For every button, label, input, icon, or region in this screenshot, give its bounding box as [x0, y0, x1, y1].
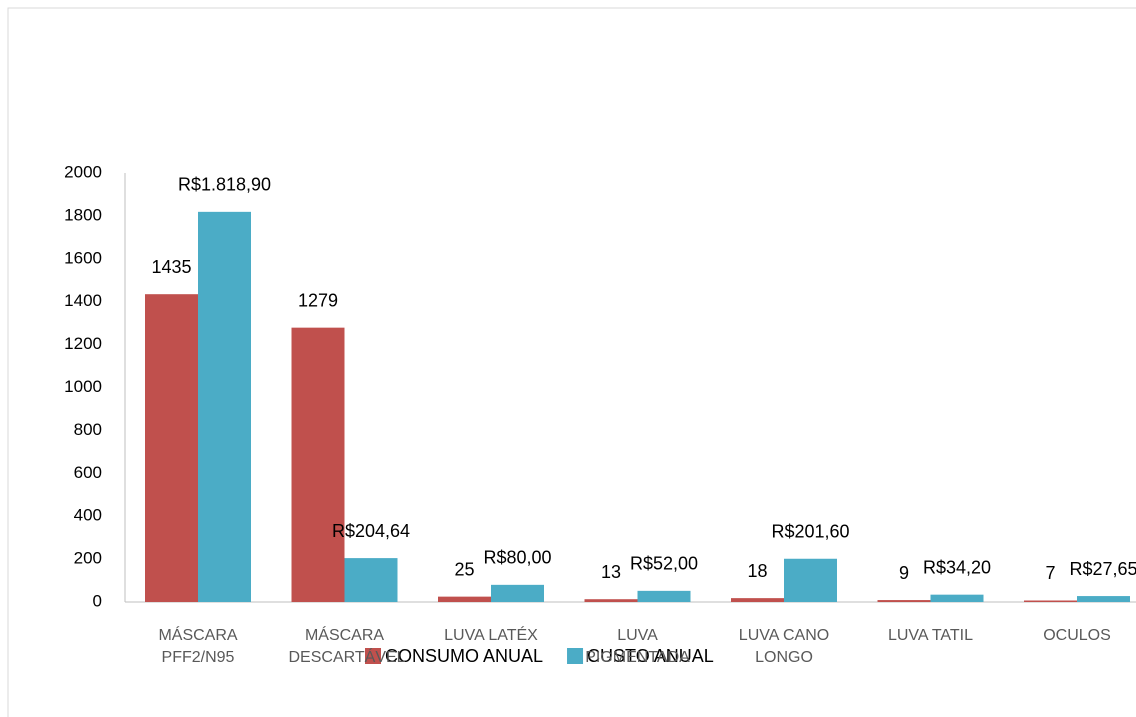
bar [438, 596, 491, 602]
data-label: 7 [1045, 563, 1055, 583]
legend-swatch [365, 648, 381, 664]
y-tick-label: 1400 [64, 291, 102, 310]
data-label: R$1.818,90 [178, 175, 271, 195]
x-tick-label: LUVA PIGMENTADA [585, 627, 690, 666]
bar [1024, 600, 1077, 602]
x-tick-label: LUVA CANO LONGO [738, 627, 830, 666]
data-label: 1435 [151, 257, 191, 277]
bar [145, 294, 198, 602]
y-tick-label: 1600 [64, 248, 102, 267]
bar [637, 590, 691, 602]
data-label: R$27,65 [1069, 559, 1136, 579]
y-tick-label: 600 [74, 463, 102, 482]
x-tick-label: OCULOS [1043, 627, 1111, 644]
data-label: 25 [454, 559, 474, 579]
y-tick-label: 800 [74, 420, 102, 439]
legend-swatch [567, 648, 584, 664]
legend-label: CONSUMO ANUAL [385, 646, 543, 666]
y-tick-label: 1800 [64, 205, 102, 224]
data-label: 13 [601, 562, 621, 582]
x-tick-label: MÁSCARA DESCARTÁVEL [288, 627, 406, 666]
bar [491, 584, 544, 602]
data-label: R$201,60 [771, 522, 849, 542]
data-label: 1279 [298, 290, 338, 310]
y-tick-label: 2000 [64, 162, 102, 181]
bar [877, 600, 931, 602]
bar [198, 211, 251, 602]
y-tick-label: 0 [93, 591, 102, 610]
legend-label: CUSTO ANUAL [587, 646, 714, 666]
data-label: R$52,00 [630, 554, 698, 574]
bar [291, 327, 345, 602]
data-label: R$204,64 [332, 521, 410, 541]
bar [731, 598, 784, 602]
bar [784, 558, 837, 602]
data-label: 9 [899, 563, 909, 583]
data-label: R$80,00 [483, 548, 551, 568]
data-label: 18 [747, 561, 767, 581]
bar [344, 558, 398, 602]
data-label: R$34,20 [923, 557, 991, 577]
bar [1077, 596, 1130, 602]
bar [930, 594, 984, 602]
x-tick-label: MÁSCARA PFF2/N95 [158, 627, 238, 666]
y-tick-label: 1000 [64, 377, 102, 396]
y-tick-label: 400 [74, 506, 102, 525]
x-tick-label: LUVA TATIL [887, 627, 974, 644]
bar [584, 599, 638, 602]
x-tick-label: LUVA LATÉX [444, 627, 538, 644]
y-tick-label: 200 [74, 549, 102, 568]
y-tick-label: 1200 [64, 334, 102, 353]
